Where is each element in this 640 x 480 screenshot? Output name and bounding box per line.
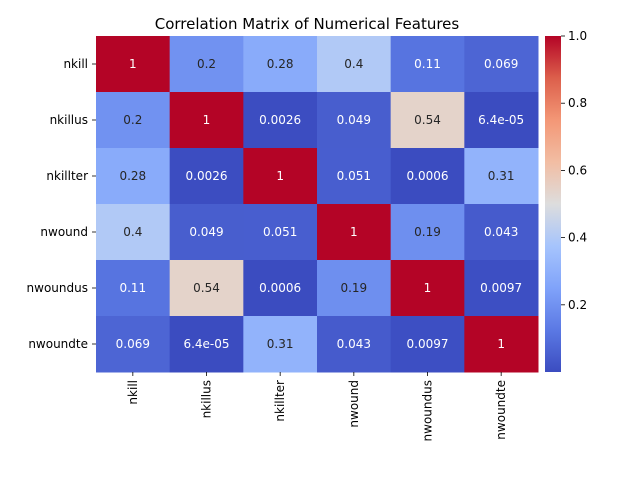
cell-value-label: 1 xyxy=(497,337,505,351)
cell-value-label: 0.19 xyxy=(340,281,367,295)
heatmap-cell xyxy=(96,92,171,149)
colorbar-tick-label: 0.8 xyxy=(568,96,587,110)
chart-title: Correlation Matrix of Numerical Features xyxy=(155,15,460,33)
row-tick-label: nwoundte xyxy=(28,337,88,351)
row-tick-label: nwoundus xyxy=(27,281,88,295)
cell-value-label: 0.0026 xyxy=(259,113,301,127)
heatmap-cell xyxy=(317,148,392,205)
row-tick-label: nkill xyxy=(63,57,88,71)
heatmap-cell xyxy=(390,36,465,93)
cell-value-label: 0.2 xyxy=(123,113,142,127)
heatmap-cell xyxy=(169,260,244,317)
heatmap-cell xyxy=(96,316,171,373)
heatmap-cell xyxy=(390,260,465,317)
heatmap-cell xyxy=(243,260,318,317)
cell-value-label: 0.28 xyxy=(119,169,146,183)
cell-value-label: 6.4e-05 xyxy=(183,337,229,351)
colorbar-tick-label: 0.2 xyxy=(568,298,587,312)
heatmap-cell xyxy=(317,316,392,373)
column-tick-label: nkill xyxy=(126,380,140,405)
heatmap-cell xyxy=(390,148,465,205)
heatmap-cell xyxy=(464,92,539,149)
cell-value-label: 0.0006 xyxy=(259,281,301,295)
heatmap-cell xyxy=(464,204,539,261)
heatmap-cells: 1 0.2 0.28 0.4 0.11 0.069 0.2 1 0.0026 0.049 0.54 6… xyxy=(96,36,539,373)
column-tick-label: nwound xyxy=(347,380,361,428)
heatmap-cell xyxy=(464,316,539,373)
column-tick-labels: nkill nkillus nkillter nwound nwoundus nwound… xyxy=(126,372,508,441)
colorbar: 0.2 0.4 0.6 0.8 1.0 xyxy=(545,29,587,372)
colorbar-tick-label: 0.6 xyxy=(568,163,587,177)
heatmap-cell xyxy=(243,92,318,149)
cell-value-label: 0.28 xyxy=(267,57,294,71)
cell-value-label: 0.051 xyxy=(337,169,371,183)
cell-value-label: 0.0097 xyxy=(407,337,449,351)
colorbar-gradient xyxy=(545,36,561,372)
cell-value-label: 0.4 xyxy=(344,57,363,71)
heatmap-cell xyxy=(390,92,465,149)
heatmap-cell xyxy=(169,92,244,149)
cell-value-label: 1 xyxy=(203,113,211,127)
cell-value-label: 0.11 xyxy=(414,57,441,71)
column-tick-label: nwoundte xyxy=(494,380,508,440)
heatmap-cell xyxy=(96,148,171,205)
heatmap-cell xyxy=(390,316,465,373)
column-tick-label: nwoundus xyxy=(421,380,435,441)
heatmap-cell xyxy=(169,148,244,205)
cell-value-label: 1 xyxy=(129,57,137,71)
heatmap-cell xyxy=(464,148,539,205)
cell-value-label: 0.54 xyxy=(193,281,220,295)
cell-value-label: 0.2 xyxy=(197,57,216,71)
cell-value-label: 0.0097 xyxy=(480,281,522,295)
cell-value-label: 0.043 xyxy=(484,225,518,239)
cell-value-label: 0.31 xyxy=(488,169,515,183)
heatmap-cell xyxy=(169,36,244,93)
row-tick-labels: nkill nkillus nkillter nwound nwoundus nwound… xyxy=(27,57,96,351)
heatmap-cell xyxy=(317,204,392,261)
row-tick-label: nkillus xyxy=(50,113,88,127)
heatmap-cell xyxy=(317,260,392,317)
cell-value-label: 1 xyxy=(276,169,284,183)
heatmap-cell xyxy=(243,316,318,373)
cell-value-label: 0.049 xyxy=(337,113,371,127)
heatmap-cell xyxy=(96,36,171,93)
cell-value-label: 1 xyxy=(424,281,432,295)
cell-value-label: 1 xyxy=(350,225,358,239)
cell-value-label: 6.4e-05 xyxy=(478,113,524,127)
heatmap-cell xyxy=(464,260,539,317)
cell-value-label: 0.0026 xyxy=(186,169,228,183)
cell-value-label: 0.31 xyxy=(267,337,294,351)
column-tick-label: nkillter xyxy=(273,380,287,422)
cell-value-label: 0.069 xyxy=(484,57,518,71)
cell-value-label: 0.069 xyxy=(116,337,150,351)
heatmap-cell xyxy=(243,148,318,205)
colorbar-tick-label: 0.4 xyxy=(568,231,587,245)
cell-value-label: 0.11 xyxy=(119,281,146,295)
cell-value-label: 0.0006 xyxy=(407,169,449,183)
cell-value-label: 0.4 xyxy=(123,225,142,239)
heatmap-cell xyxy=(390,204,465,261)
heatmap-cell xyxy=(96,260,171,317)
row-tick-label: nwound xyxy=(40,225,88,239)
row-tick-label: nkillter xyxy=(46,169,88,183)
heatmap-cell xyxy=(243,204,318,261)
cell-value-label: 0.19 xyxy=(414,225,441,239)
heatmap-cell xyxy=(169,316,244,373)
heatmap-cell xyxy=(243,36,318,93)
heatmap-cell xyxy=(169,204,244,261)
cell-value-label: 0.043 xyxy=(337,337,371,351)
colorbar-tick-label: 1.0 xyxy=(568,29,587,43)
heatmap-cell xyxy=(317,36,392,93)
heatmap-cell xyxy=(464,36,539,93)
cell-value-label: 0.049 xyxy=(189,225,223,239)
cell-value-label: 0.54 xyxy=(414,113,441,127)
heatmap-cell xyxy=(317,92,392,149)
cell-value-label: 0.051 xyxy=(263,225,297,239)
column-tick-label: nkillus xyxy=(200,380,214,418)
heatmap-cell xyxy=(96,204,171,261)
